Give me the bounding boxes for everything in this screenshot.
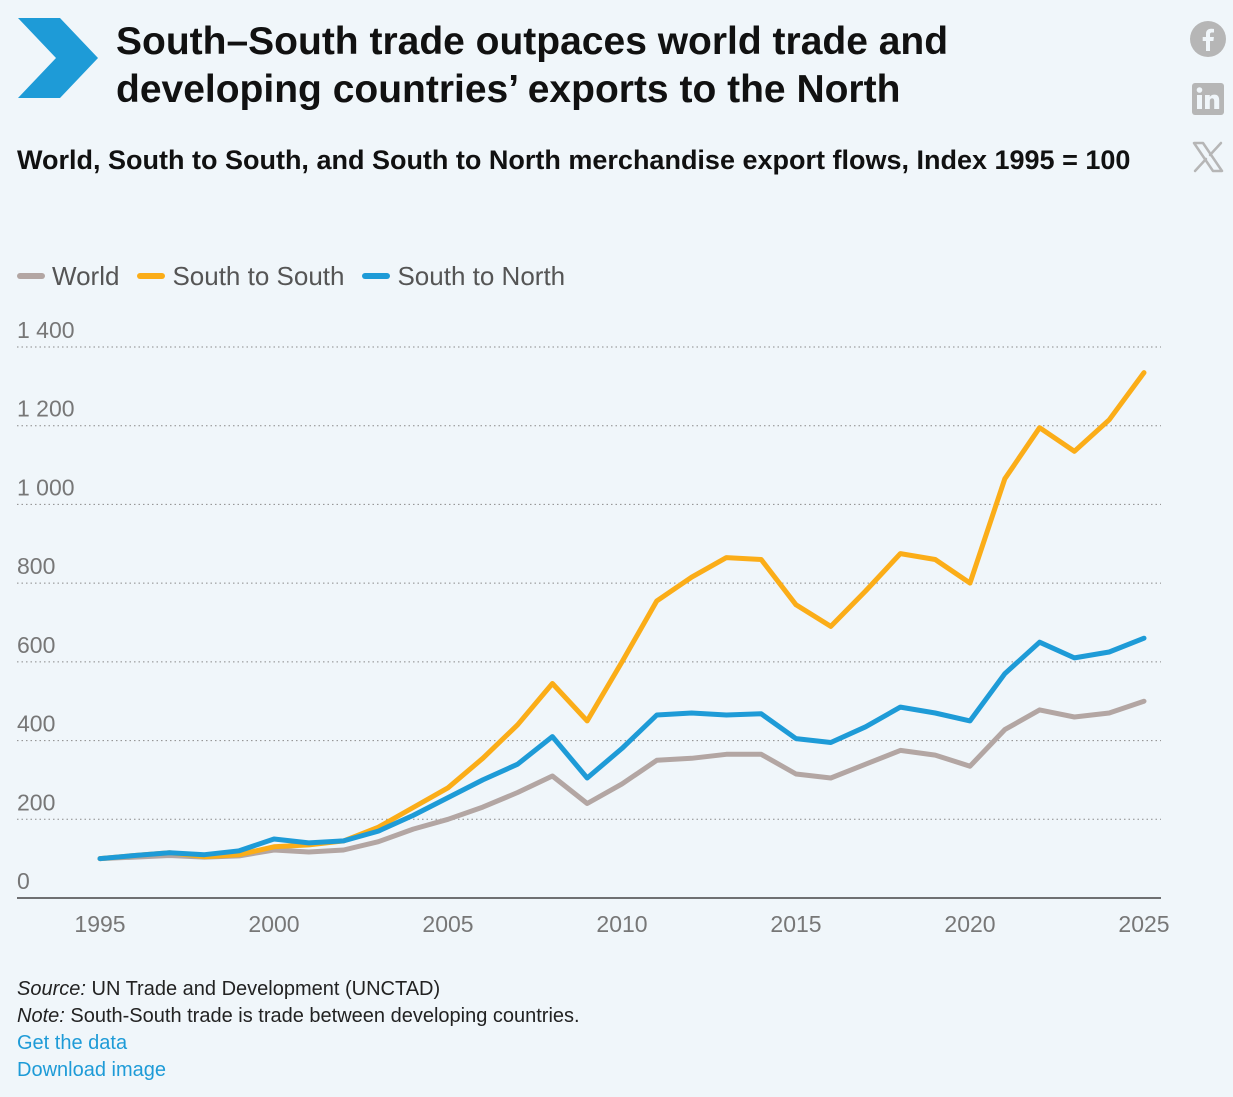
- legend-item-south-to-north[interactable]: South to North: [362, 261, 565, 292]
- legend-label-south-to-north: South to North: [397, 260, 566, 291]
- legend-swatch-south-to-south: [137, 273, 166, 279]
- get-data-link[interactable]: Get the data: [17, 1032, 128, 1054]
- series-line-south-to-north: [97, 635, 1147, 862]
- line-chart: 0 200 400 600 800 1 000 1 200 1 400 1995 2000 2005…: [17, 317, 1170, 937]
- y-tick-label: 200: [17, 789, 55, 815]
- note-line: Note: South-South trade is trade between…: [17, 1003, 1117, 1030]
- x-tick-label: 2015: [770, 911, 821, 937]
- y-tick-label: 400: [17, 711, 55, 737]
- y-tick-label: 600: [17, 632, 55, 658]
- source-label: Source:: [17, 978, 86, 1000]
- download-image-link[interactable]: Download image: [17, 1059, 166, 1081]
- y-tick-label: 1 000: [17, 474, 75, 500]
- facebook-icon[interactable]: [1189, 20, 1227, 58]
- x-tick-label: 1995: [74, 911, 125, 937]
- chart-legend: World South to South South to North: [17, 258, 565, 294]
- legend-item-world[interactable]: World: [17, 261, 119, 292]
- source-text: UN Trade and Development (UNCTAD): [91, 978, 441, 1000]
- logo-chevron-shape: [18, 18, 98, 98]
- x-tick-label: 2000: [248, 911, 299, 937]
- y-tick-label: 1 200: [17, 396, 75, 422]
- x-icon[interactable]: [1189, 138, 1227, 176]
- legend-item-south-to-south[interactable]: South to South: [137, 261, 344, 292]
- series-line-south-to-south: [97, 370, 1147, 862]
- source-line: Source: UN Trade and Development (UNCTAD…: [17, 976, 1117, 1003]
- x-tick-label: 2010: [596, 911, 647, 937]
- note-label: Note:: [17, 1005, 65, 1027]
- unctad-chevron-logo: [18, 18, 98, 98]
- legend-label-world: World: [52, 260, 120, 291]
- y-tick-label: 800: [17, 553, 55, 579]
- chart-subtitle: World, South to South, and South to Nort…: [17, 145, 1131, 175]
- note-text: South-South trade is trade between devel…: [70, 1005, 580, 1027]
- x-tick-label: 2020: [944, 911, 995, 937]
- x-tick-label: 2025: [1118, 911, 1169, 937]
- legend-swatch-world: [17, 273, 45, 279]
- series-line-world: [97, 698, 1147, 862]
- y-tick-label: 0: [17, 868, 30, 894]
- legend-swatch-south-to-north: [362, 273, 391, 279]
- linkedin-icon[interactable]: [1189, 80, 1227, 118]
- chart-title: South–South trade outpaces world trade a…: [116, 20, 949, 111]
- chart-footer: Source: UN Trade and Development (UNCTAD…: [17, 976, 1117, 1084]
- y-tick-label: 1 400: [17, 317, 75, 343]
- x-tick-label: 2005: [422, 911, 473, 937]
- legend-label-south-to-south: South to South: [172, 260, 345, 291]
